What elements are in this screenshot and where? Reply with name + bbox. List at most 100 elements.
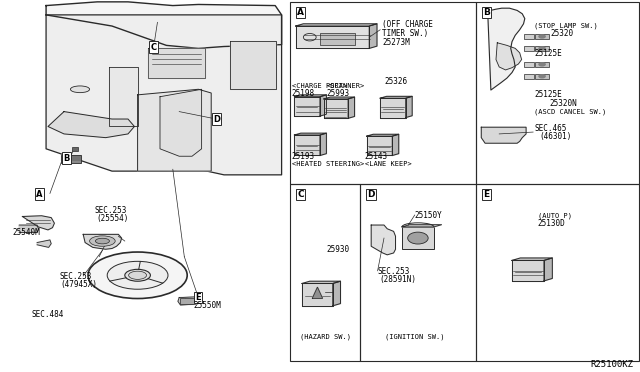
Ellipse shape [90,236,115,246]
Bar [524,46,534,51]
Polygon shape [371,225,396,255]
Polygon shape [19,225,38,232]
Polygon shape [46,2,282,48]
Polygon shape [324,97,355,99]
Polygon shape [302,283,333,306]
Polygon shape [324,99,348,118]
Bar [320,33,355,45]
Polygon shape [312,287,323,298]
Bar [476,2,639,184]
Circle shape [538,46,546,51]
Polygon shape [294,135,320,155]
Circle shape [538,34,546,39]
Polygon shape [294,133,326,135]
Bar [476,184,639,361]
Bar [535,46,549,51]
Text: (HAZARD SW.): (HAZARD SW.) [300,333,351,340]
Polygon shape [369,24,377,48]
Text: R25100KZ: R25100KZ [591,360,634,369]
Polygon shape [512,260,544,281]
Ellipse shape [129,271,147,279]
Text: 25320N: 25320N [549,99,577,108]
Text: (AUTO P): (AUTO P) [538,212,572,219]
Text: SEC.253: SEC.253 [95,206,127,215]
Text: 25130D: 25130D [538,219,565,228]
Text: E: E [196,293,201,302]
Polygon shape [160,89,202,156]
Circle shape [538,62,546,67]
Text: 25540M: 25540M [13,228,40,237]
Polygon shape [230,41,276,89]
Text: TIMER SW.): TIMER SW.) [382,29,428,38]
Text: 25930: 25930 [326,245,349,254]
Polygon shape [320,133,326,155]
Polygon shape [48,112,134,138]
Text: 25993: 25993 [326,89,349,97]
Text: SEC.465: SEC.465 [534,124,567,133]
Ellipse shape [88,252,188,298]
Polygon shape [37,240,51,247]
Text: D: D [213,115,220,124]
Text: (OFF CHARGE: (OFF CHARGE [382,20,433,29]
Bar [360,184,476,361]
Circle shape [538,74,546,78]
Polygon shape [333,281,340,306]
Text: 25125E: 25125E [534,49,562,58]
Text: C: C [150,43,157,52]
Circle shape [408,232,428,244]
Text: SEC.253: SEC.253 [378,267,410,276]
Text: SEC.484: SEC.484 [32,310,65,319]
Bar [72,147,78,151]
Polygon shape [320,95,326,116]
Polygon shape [296,26,369,48]
Polygon shape [496,43,522,70]
Text: <HEATED STEERING>: <HEATED STEERING> [292,161,364,167]
Text: 25198: 25198 [292,89,315,97]
Text: <LANE KEEP>: <LANE KEEP> [365,161,412,167]
Polygon shape [296,24,377,26]
Text: 25193: 25193 [292,152,315,161]
Polygon shape [481,127,526,143]
Bar [524,74,534,79]
Polygon shape [46,15,282,175]
Text: B: B [63,154,70,163]
Text: SEC.253: SEC.253 [60,272,92,280]
Text: 25550M: 25550M [193,301,221,310]
Text: 25143: 25143 [365,152,388,161]
Text: 25150Y: 25150Y [414,211,442,220]
Polygon shape [302,281,340,283]
Polygon shape [512,258,552,260]
Text: (ASCD CANCEL SW.): (ASCD CANCEL SW.) [534,108,607,115]
Polygon shape [402,225,442,227]
Ellipse shape [70,86,90,93]
Bar [402,227,434,249]
Polygon shape [392,134,399,155]
Polygon shape [367,134,399,136]
Ellipse shape [107,261,168,289]
Polygon shape [294,95,326,97]
Polygon shape [178,297,197,305]
Bar [524,62,534,67]
Polygon shape [544,258,552,281]
Polygon shape [22,216,54,230]
Polygon shape [488,8,525,90]
Polygon shape [83,234,122,249]
Text: (25554): (25554) [96,214,129,223]
Text: D: D [367,190,375,199]
Bar [290,184,360,361]
Text: 25320: 25320 [550,29,573,38]
Bar [524,34,534,39]
Text: 25125E: 25125E [534,90,562,99]
Text: B: B [483,8,490,17]
Text: C: C [298,190,304,199]
Ellipse shape [95,238,109,244]
Polygon shape [109,67,138,126]
Text: A: A [298,8,304,17]
Text: (IGNITION SW.): (IGNITION SW.) [385,333,444,340]
Text: (47945X): (47945X) [61,280,98,289]
Bar [535,74,549,79]
Polygon shape [406,96,412,118]
Bar [535,34,549,39]
Polygon shape [380,96,412,98]
Bar [290,2,476,184]
